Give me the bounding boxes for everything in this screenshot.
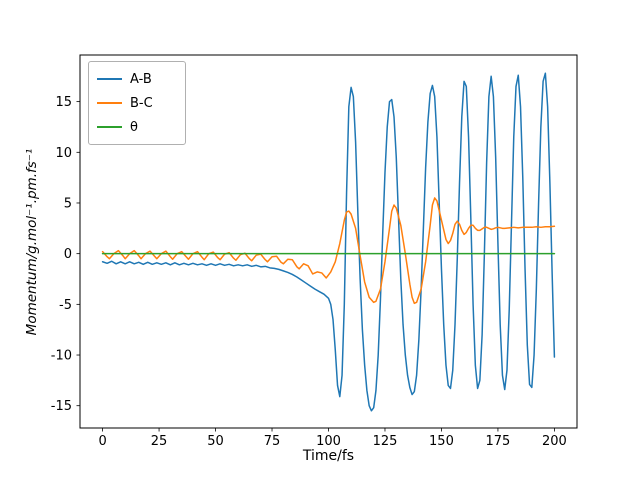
svg-text:-10: -10 (51, 349, 72, 364)
legend-item-bc: B-C (97, 91, 175, 115)
legend-item-theta: θ (97, 115, 175, 139)
legend-label-bc: B-C (130, 95, 153, 111)
legend-line-ab-icon (97, 78, 122, 80)
svg-text:100: 100 (316, 434, 341, 449)
svg-text:10: 10 (55, 146, 72, 161)
svg-text:25: 25 (151, 434, 168, 449)
svg-text:50: 50 (207, 434, 224, 449)
svg-text:15: 15 (55, 95, 72, 110)
legend-label-ab: A-B (130, 71, 152, 87)
svg-text:175: 175 (486, 434, 511, 449)
svg-text:-15: -15 (51, 399, 72, 414)
svg-text:150: 150 (429, 434, 454, 449)
svg-text:5: 5 (64, 196, 72, 211)
svg-text:-5: -5 (59, 298, 72, 313)
svg-text:200: 200 (542, 434, 567, 449)
svg-text:0: 0 (64, 247, 72, 262)
x-axis-label: Time/fs (302, 448, 355, 464)
legend-line-theta-icon (97, 126, 122, 128)
legend: A-B B-C θ (88, 61, 186, 145)
legend-line-bc-icon (97, 102, 122, 104)
svg-text:125: 125 (373, 434, 398, 449)
legend-label-theta: θ (130, 119, 138, 135)
svg-text:75: 75 (264, 434, 281, 449)
legend-item-ab: A-B (97, 67, 175, 91)
y-axis-label: Momentum/g.mol⁻¹.pm.fs⁻¹ (24, 148, 40, 336)
svg-text:0: 0 (98, 434, 106, 449)
